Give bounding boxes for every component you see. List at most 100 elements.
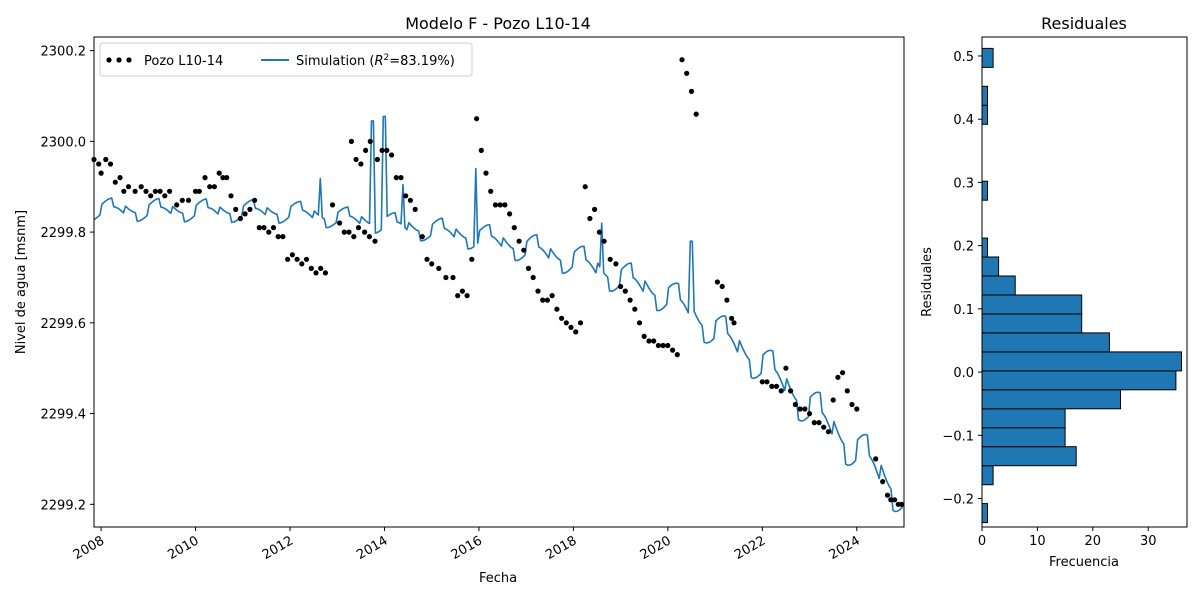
observed-point: [289, 252, 295, 258]
x-tick-label: 2018: [543, 533, 579, 563]
observed-point: [362, 229, 368, 235]
observed-point: [830, 397, 836, 403]
observed-point: [256, 225, 262, 231]
y-tick-label: 0.4: [953, 113, 974, 128]
observed-point: [167, 188, 173, 194]
observed-point: [464, 293, 470, 299]
observed-point: [816, 420, 822, 426]
observed-point: [880, 479, 886, 485]
main-y-axis-label: Nivel de agua [msnm]: [14, 210, 29, 354]
observed-point: [636, 320, 643, 326]
observed-point: [888, 497, 894, 503]
observed-point: [854, 406, 860, 412]
observed-point: [303, 256, 310, 262]
observed-point: [143, 188, 149, 194]
observed-point: [693, 111, 699, 117]
observed-point: [568, 324, 574, 330]
observed-point: [443, 274, 449, 281]
main-x-axis-label: Fecha: [479, 571, 517, 586]
histogram-bar: [981, 294, 1083, 315]
observed-point: [299, 261, 305, 267]
observed-point: [797, 406, 803, 412]
observed-point: [821, 424, 827, 430]
observed-point: [228, 193, 234, 199]
legend: Pozo L10-14 Simulation (R2=83.19%): [99, 42, 473, 77]
x-tick-label: 30: [1140, 534, 1157, 549]
observed-point: [618, 283, 624, 290]
observed-point: [573, 329, 579, 335]
y-tick-label: 0.2: [953, 240, 974, 255]
main-chart-title: Modelo F - Pozo L10-14: [405, 14, 591, 33]
observed-point: [389, 152, 395, 158]
observed-point: [811, 420, 817, 426]
observed-point: [469, 256, 475, 262]
y-tick-label: 2300.2: [41, 45, 87, 60]
main-chart: Modelo F - Pozo L10-14 2008 2010 2012 2014 2…: [14, 14, 905, 586]
y-tick-label: 0.1: [953, 303, 974, 318]
observed-point: [769, 383, 775, 389]
histogram-bar: [981, 446, 1077, 467]
observed-point: [348, 138, 354, 144]
observed-point: [849, 401, 855, 408]
observed-point: [549, 293, 555, 299]
observed-point: [724, 297, 730, 303]
observed-point: [329, 202, 336, 208]
histogram-bar: [981, 85, 988, 106]
y-tick-label: 2299.6: [41, 317, 87, 332]
observed-point: [280, 234, 286, 240]
observed-point: [554, 306, 560, 312]
observed-point: [358, 161, 364, 167]
observed-point: [478, 147, 484, 153]
observed-point: [372, 238, 378, 244]
observed-point: [98, 170, 104, 176]
observed-point: [641, 333, 647, 339]
observed-point: [107, 161, 114, 167]
observed-point: [587, 215, 593, 222]
observed-point: [322, 270, 328, 276]
observed-point: [714, 279, 721, 285]
observed-point: [521, 247, 527, 253]
observed-point: [688, 88, 695, 94]
histogram-bar: [981, 180, 988, 201]
legend-marker-observed: [116, 57, 122, 63]
y-tick-label: −0.1: [942, 429, 974, 444]
observed-point: [731, 320, 737, 326]
observed-point: [419, 234, 425, 240]
x-tick-label: 2010: [165, 533, 201, 563]
observed-point: [363, 147, 369, 153]
observed-point: [892, 497, 898, 503]
y-tick-label: 0.3: [953, 176, 974, 191]
observed-point: [207, 184, 213, 190]
observed-point: [424, 256, 430, 262]
histogram-bar: [981, 313, 1083, 334]
observed-point: [627, 297, 633, 303]
observed-point: [384, 147, 390, 153]
x-tick-label: 2008: [71, 533, 107, 563]
observed-point: [285, 256, 291, 262]
observed-point: [138, 184, 144, 190]
observed-point: [511, 225, 517, 231]
observed-point: [366, 234, 372, 240]
main-y-axis: 2299.2 2299.4 2299.6 2299.8 2300.0 2300.2: [41, 45, 94, 513]
histogram-x-axis-label: Frecuencia: [1049, 555, 1119, 570]
observed-point: [185, 197, 192, 203]
observed-point: [507, 211, 513, 217]
observed-point: [530, 274, 536, 281]
legend-marker-observed: [106, 57, 112, 63]
x-tick-label: 20: [1085, 534, 1102, 549]
observed-point: [592, 206, 598, 212]
observed-point: [341, 229, 347, 235]
legend-label-simulation: Simulation (R2=83.19%): [296, 53, 455, 69]
x-tick-label: 10: [1029, 534, 1046, 549]
observed-point: [403, 193, 409, 199]
histogram-bar: [981, 503, 988, 524]
observed-point: [679, 57, 685, 63]
observed-point: [764, 379, 770, 385]
main-plot-area: [91, 57, 905, 513]
observed-point: [374, 156, 380, 163]
observed-point: [346, 229, 352, 235]
histogram-bar: [981, 47, 994, 68]
observed-point: [613, 261, 619, 267]
observed-point: [429, 261, 435, 267]
